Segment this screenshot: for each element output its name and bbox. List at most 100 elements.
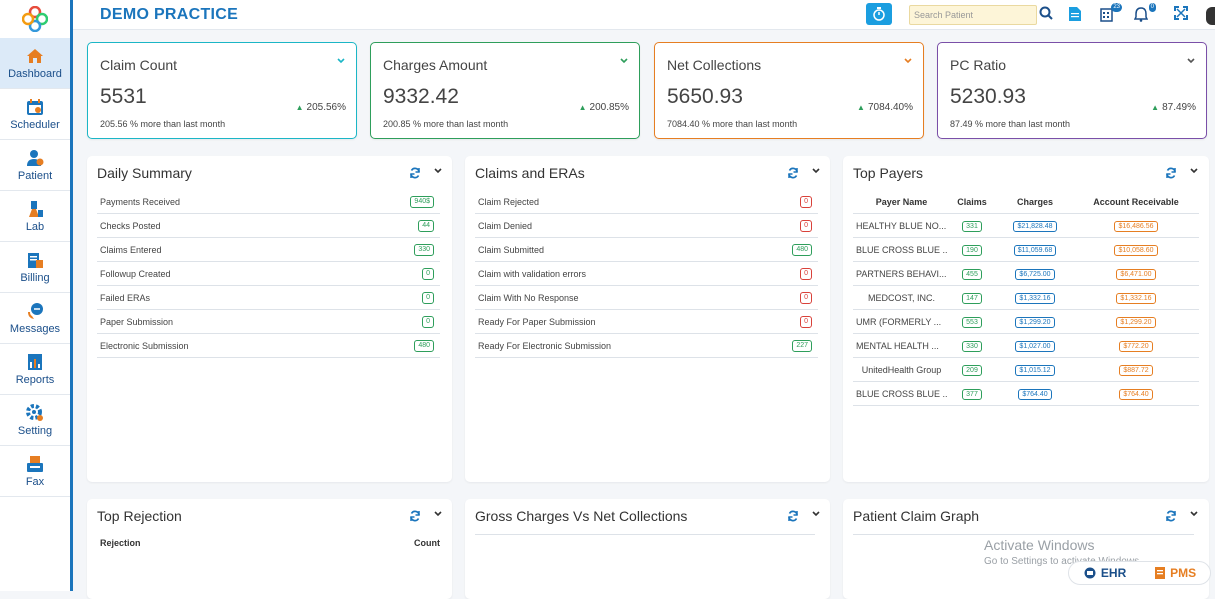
kpi-charges-amount[interactable]: Charges Amount 9332.42 ▲ 200.85% 200.85 %… bbox=[370, 42, 640, 139]
list-item[interactable]: Ready For Electronic Submission 227 bbox=[475, 334, 818, 358]
pms-button[interactable]: PMS bbox=[1154, 566, 1196, 580]
arrow-up-icon: ▲ bbox=[857, 103, 865, 112]
item-label: Payments Received bbox=[100, 196, 181, 207]
kpi-value: 5531 bbox=[100, 85, 147, 108]
count-badge: 0 bbox=[800, 195, 812, 208]
sidebar-item-label: Billing bbox=[20, 271, 50, 284]
list-item[interactable]: Followup Created 0 bbox=[97, 262, 440, 286]
list-item[interactable]: Paper Submission 0 bbox=[97, 310, 440, 334]
ar-badge: $772.20 bbox=[1119, 341, 1153, 352]
app-logo[interactable] bbox=[0, 0, 70, 38]
sidebar-item-patient[interactable]: Patient bbox=[0, 140, 70, 191]
refresh-icon[interactable] bbox=[409, 510, 421, 522]
chevron-down-icon[interactable] bbox=[433, 166, 443, 176]
chevron-down-icon[interactable] bbox=[1186, 56, 1196, 66]
table-row[interactable]: UMR (FORMERLY ... 553 $1,299.20 $1,299.20 bbox=[853, 310, 1199, 334]
tasks-button[interactable]: 23 bbox=[1100, 3, 1122, 24]
chevron-down-icon[interactable] bbox=[903, 56, 913, 66]
refresh-icon[interactable] bbox=[787, 510, 799, 522]
table-row[interactable]: UnitedHealth Group 209 $1,015.12 $887.72 bbox=[853, 358, 1199, 382]
column-header[interactable]: Count bbox=[414, 538, 440, 548]
kpi-subtitle: 7084.40 % more than last month bbox=[667, 119, 798, 129]
lab-icon bbox=[25, 200, 45, 218]
document-button[interactable] bbox=[1068, 6, 1086, 24]
daily-summary-card: Daily Summary Payments Received 940$ Chec… bbox=[87, 156, 452, 482]
search-button[interactable] bbox=[1039, 6, 1055, 24]
column-header[interactable]: Rejection bbox=[100, 538, 141, 548]
refresh-icon[interactable] bbox=[787, 167, 799, 179]
sidebar-item-reports[interactable]: Reports bbox=[0, 344, 70, 395]
kpi-subtitle: 87.49 % more than last month bbox=[950, 119, 1071, 129]
table-row[interactable]: BLUE CROSS BLUE ... 190 $11,059.68 $10,058.… bbox=[853, 238, 1199, 262]
item-label: Claim Submitted bbox=[478, 244, 545, 255]
list-item[interactable]: Claim with validation errors 0 bbox=[475, 262, 818, 286]
list-item[interactable]: Electronic Submission 480 bbox=[97, 334, 440, 358]
bell-icon bbox=[1133, 7, 1149, 22]
ehr-button[interactable]: EHR bbox=[1083, 566, 1126, 580]
chevron-down-icon[interactable] bbox=[1189, 509, 1199, 519]
column-header[interactable]: Charges bbox=[1016, 196, 1053, 207]
kpi-net-collections[interactable]: Net Collections 5650.93 ▲ 7084.40% 7084.4… bbox=[654, 42, 924, 139]
chevron-down-icon[interactable] bbox=[336, 56, 346, 66]
table-row[interactable]: MEDCOST, INC. 147 $1,332.16 $1,332.16 bbox=[853, 286, 1199, 310]
tasks-badge: 23 bbox=[1111, 3, 1122, 12]
user-avatar[interactable] bbox=[1206, 7, 1215, 25]
kpi-percent: ▲ 87.49% bbox=[1151, 102, 1196, 113]
sidebar-item-billing[interactable]: Billing bbox=[0, 242, 70, 293]
chevron-down-icon[interactable] bbox=[1189, 166, 1199, 176]
sidebar-item-setting[interactable]: Setting bbox=[0, 395, 70, 446]
claims-eras-card: Claims and ERAs Claim Rejected 0 Claim De… bbox=[465, 156, 830, 482]
card-title: Top Rejection bbox=[97, 508, 182, 524]
kpi-title: Net Collections bbox=[667, 57, 762, 73]
list-item[interactable]: Claim Denied 0 bbox=[475, 214, 818, 238]
refresh-icon[interactable] bbox=[409, 167, 421, 179]
item-label: Ready For Paper Submission bbox=[478, 316, 596, 327]
list-item[interactable]: Checks Posted 44 bbox=[97, 214, 440, 238]
list-item[interactable]: Ready For Paper Submission 0 bbox=[475, 310, 818, 334]
fullscreen-button[interactable] bbox=[1174, 6, 1192, 24]
arrow-up-icon: ▲ bbox=[578, 103, 587, 112]
divider bbox=[475, 534, 815, 535]
list-item[interactable]: Claim Rejected 0 bbox=[475, 190, 818, 214]
column-header[interactable]: Account Receivable bbox=[1093, 196, 1179, 207]
chevron-down-icon[interactable] bbox=[433, 509, 443, 519]
list-item[interactable]: Claim With No Response 0 bbox=[475, 286, 818, 310]
charges-badge: $1,299.20 bbox=[1015, 317, 1055, 328]
table-row[interactable]: BLUE CROSS BLUE ... 377 $764.40 $764.40 bbox=[853, 382, 1199, 406]
kpi-pc-ratio[interactable]: PC Ratio 5230.93 ▲ 87.49% 87.49 % more th… bbox=[937, 42, 1207, 139]
pms-icon bbox=[1155, 567, 1166, 579]
kpi-claim-count[interactable]: Claim Count 5531 ▲ 205.56% 205.56 % more … bbox=[87, 42, 357, 139]
chevron-down-icon[interactable] bbox=[811, 509, 821, 519]
column-header[interactable]: Payer Name bbox=[875, 196, 928, 207]
payer-name: MENTAL HEALTH ... bbox=[856, 340, 939, 351]
sidebar-item-lab[interactable]: Lab bbox=[0, 191, 70, 242]
ar-badge: $6,471.00 bbox=[1116, 269, 1156, 280]
timer-button[interactable] bbox=[866, 3, 892, 25]
refresh-icon[interactable] bbox=[1165, 167, 1177, 179]
list-item[interactable]: Payments Received 940$ bbox=[97, 190, 440, 214]
sidebar-item-label: Setting bbox=[17, 424, 53, 437]
table-row[interactable]: PARTNERS BEHAVI... 455 $6,725.00 $6,471.00 bbox=[853, 262, 1199, 286]
sidebar-item-label: Scheduler bbox=[10, 118, 60, 131]
sidebar-item-dashboard[interactable]: Dashboard bbox=[0, 38, 70, 89]
chevron-down-icon[interactable] bbox=[811, 166, 821, 176]
top-payers-card: Top Payers Payer Name Claims Charges Acc… bbox=[843, 156, 1209, 482]
list-item[interactable]: Claims Entered 330 bbox=[97, 238, 440, 262]
table-row[interactable]: MENTAL HEALTH ... 330 $1,027.00 $772.20 bbox=[853, 334, 1199, 358]
claims-badge: 553 bbox=[962, 317, 982, 328]
sidebar-item-scheduler[interactable]: Scheduler bbox=[0, 89, 70, 140]
ehr-label: EHR bbox=[1100, 566, 1127, 580]
list-item[interactable]: Claim Submitted 480 bbox=[475, 238, 818, 262]
count-badge: 940$ bbox=[410, 195, 434, 208]
column-header[interactable]: Claims bbox=[957, 196, 987, 207]
sidebar-item-messages[interactable]: Messages bbox=[0, 293, 70, 344]
table-row[interactable]: HEALTHY BLUE NO... 331 $21,828.48 $16,486.5… bbox=[853, 214, 1199, 238]
kpi-subtitle: 205.56 % more than last month bbox=[100, 119, 226, 129]
sidebar-item-fax[interactable]: Fax bbox=[0, 446, 70, 497]
chevron-down-icon[interactable] bbox=[619, 56, 629, 66]
notifications-button[interactable]: 0 bbox=[1133, 3, 1156, 24]
refresh-icon[interactable] bbox=[1165, 510, 1177, 522]
charges-badge: $764.40 bbox=[1018, 389, 1052, 400]
search-patient-input[interactable] bbox=[909, 5, 1037, 25]
list-item[interactable]: Failed ERAs 0 bbox=[97, 286, 440, 310]
